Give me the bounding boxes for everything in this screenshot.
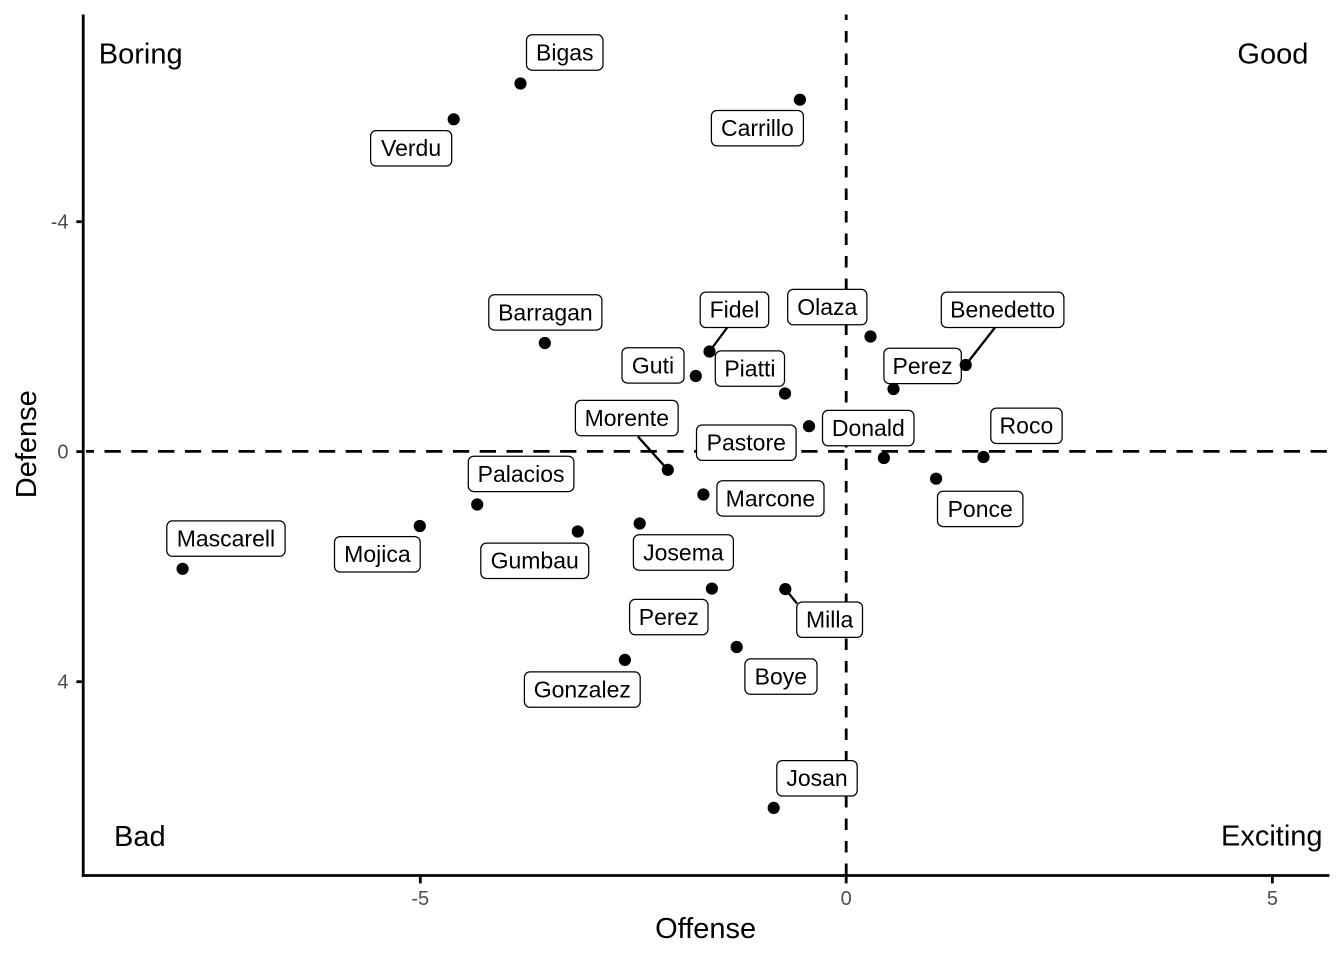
svg-text:0: 0 (841, 888, 852, 910)
svg-text:5: 5 (1267, 888, 1278, 910)
svg-text:Verdu: Verdu (381, 135, 441, 161)
svg-text:Palacios: Palacios (478, 461, 565, 487)
svg-text:Milla: Milla (806, 607, 853, 633)
svg-text:0: 0 (57, 442, 68, 464)
svg-text:Morente: Morente (585, 405, 669, 431)
svg-text:-4: -4 (51, 212, 69, 234)
svg-text:Mojica: Mojica (344, 541, 411, 567)
svg-text:Defense: Defense (11, 390, 43, 498)
svg-text:Piatti: Piatti (724, 356, 775, 382)
svg-text:Donald: Donald (832, 415, 905, 441)
svg-text:Gumbau: Gumbau (491, 548, 579, 574)
svg-text:Mascarell: Mascarell (177, 526, 275, 552)
svg-text:Offense: Offense (655, 913, 756, 945)
svg-text:Good: Good (1237, 39, 1308, 71)
svg-text:Bigas: Bigas (536, 39, 594, 65)
svg-text:Carrillo: Carrillo (721, 115, 794, 141)
svg-text:Josan: Josan (786, 765, 847, 791)
svg-text:Fidel: Fidel (710, 297, 760, 323)
svg-text:Exciting: Exciting (1221, 821, 1323, 853)
svg-text:Boye: Boye (755, 664, 807, 690)
svg-text:Olaza: Olaza (797, 294, 857, 320)
svg-text:Guti: Guti (632, 352, 674, 378)
svg-text:Marcone: Marcone (726, 485, 815, 511)
svg-text:Perez: Perez (893, 353, 953, 379)
svg-text:4: 4 (57, 672, 68, 694)
svg-text:Gonzalez: Gonzalez (534, 677, 631, 703)
svg-text:Barragan: Barragan (498, 299, 593, 325)
svg-text:Pastore: Pastore (707, 430, 786, 456)
svg-text:-5: -5 (411, 888, 429, 910)
svg-text:Boring: Boring (99, 39, 183, 71)
svg-text:Roco: Roco (1000, 413, 1054, 439)
svg-text:Benedetto: Benedetto (950, 297, 1055, 323)
svg-text:Perez: Perez (639, 604, 699, 630)
svg-text:Bad: Bad (114, 821, 166, 853)
svg-text:Ponce: Ponce (948, 496, 1013, 522)
svg-text:Josema: Josema (643, 539, 724, 565)
